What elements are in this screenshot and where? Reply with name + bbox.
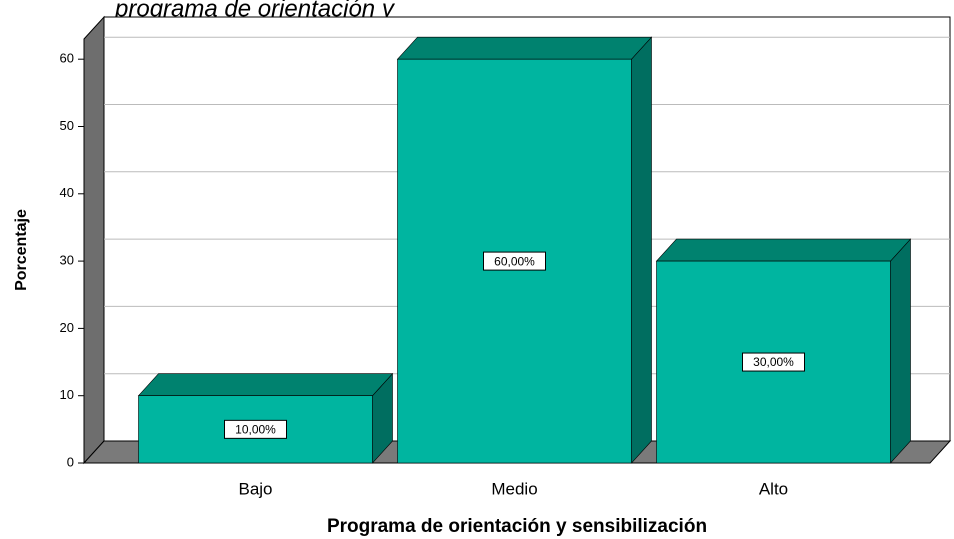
value-label: 60,00%	[494, 254, 535, 268]
x-tick-label: Medio	[491, 479, 537, 498]
bar-top	[655, 238, 912, 262]
value-label-box	[742, 352, 805, 372]
x-tick-label: Bajo	[238, 479, 272, 498]
y-tick-label: 60	[60, 51, 74, 66]
y-tick-label: 40	[60, 185, 74, 200]
value-label: 10,00%	[235, 423, 276, 437]
bar-side	[890, 238, 911, 464]
y-tick-label: 0	[67, 454, 74, 469]
y-axis-title: Porcentaje	[13, 209, 30, 291]
y-tick-label: 10	[60, 387, 74, 402]
y-tick-label: 50	[60, 118, 74, 133]
bar-side	[631, 36, 652, 464]
x-tick-label: Alto	[759, 479, 788, 498]
bar-top	[396, 36, 653, 60]
value-label: 30,00%	[753, 355, 794, 369]
y-tick-label: 30	[60, 253, 74, 268]
value-label-box	[224, 419, 287, 439]
x-axis-title: Programa de orientación y sensibilizació…	[327, 516, 707, 537]
y-tick-label: 20	[60, 320, 74, 335]
bar-top	[137, 373, 394, 396]
left-wall	[83, 15, 105, 465]
value-label-box	[483, 251, 546, 271]
